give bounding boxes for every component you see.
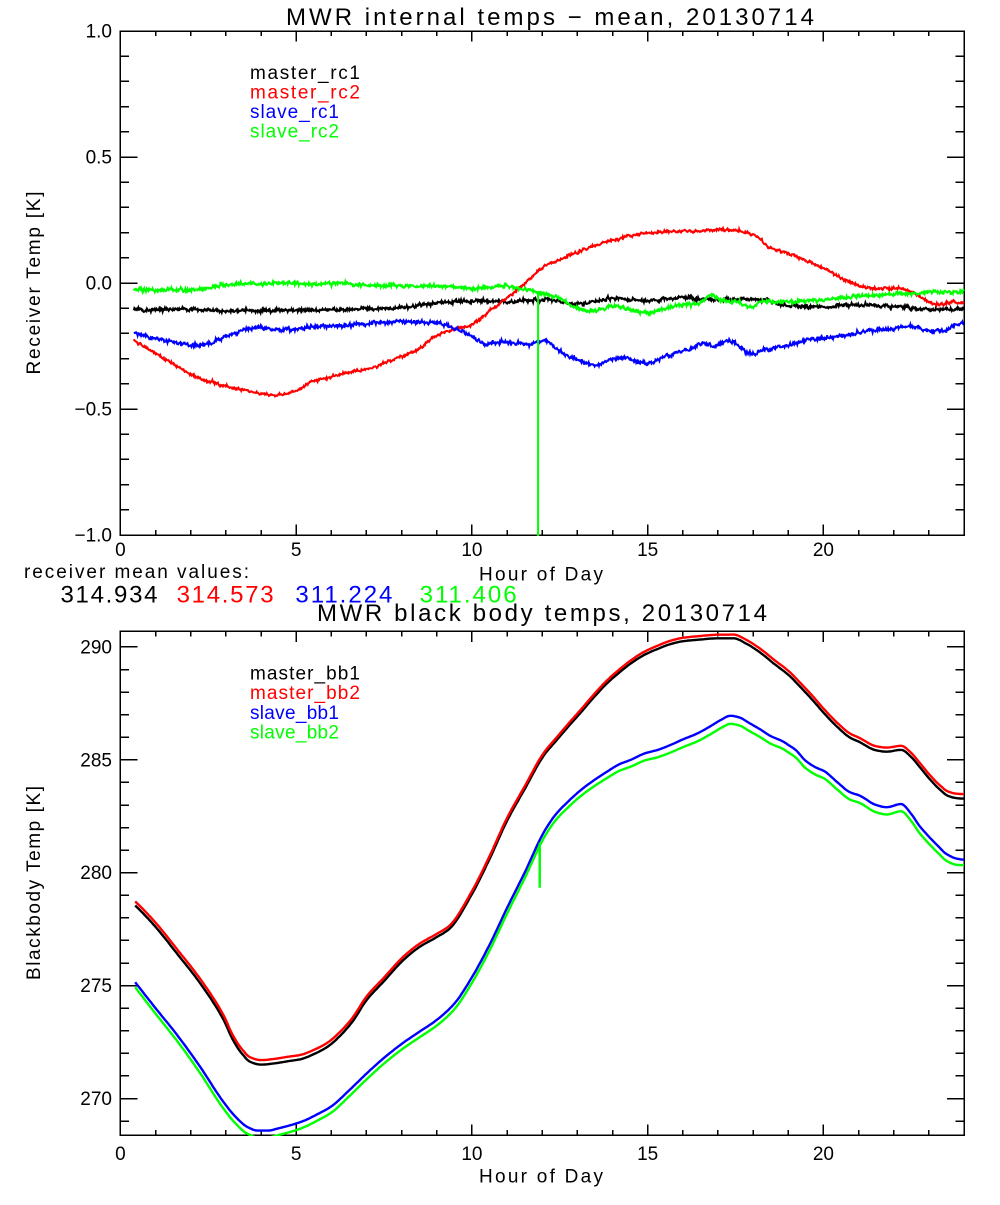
svg-text:Hour of Day: Hour of Day (479, 565, 604, 586)
svg-text:314.573: 314.573 (177, 582, 274, 609)
svg-text:0.5: 0.5 (86, 148, 112, 169)
svg-text:0: 0 (115, 1144, 126, 1165)
svg-text:270: 270 (80, 1089, 112, 1110)
svg-text:15: 15 (637, 540, 658, 561)
svg-text:master_bb1: master_bb1 (250, 664, 360, 685)
svg-text:−1.0: −1.0 (74, 526, 112, 547)
svg-text:290: 290 (80, 637, 112, 658)
svg-text:slave_rc2: slave_rc2 (250, 122, 339, 143)
svg-text:Receiver Temp [K]: Receiver Temp [K] (24, 192, 45, 375)
svg-text:15: 15 (637, 1144, 658, 1165)
svg-text:1.0: 1.0 (86, 22, 112, 43)
svg-text:275: 275 (80, 976, 112, 997)
svg-text:0: 0 (115, 540, 126, 561)
svg-text:20: 20 (813, 540, 834, 561)
svg-text:5: 5 (291, 1144, 302, 1165)
svg-text:311.406: 311.406 (420, 582, 517, 609)
svg-text:10: 10 (461, 540, 482, 561)
svg-text:314.934: 314.934 (61, 582, 158, 609)
svg-text:slave_rc1: slave_rc1 (250, 102, 339, 123)
svg-text:master_rc2: master_rc2 (250, 83, 360, 104)
svg-text:20: 20 (813, 1144, 834, 1165)
svg-text:0.0: 0.0 (86, 274, 112, 295)
svg-text:receiver mean values:: receiver mean values: (24, 562, 249, 583)
svg-text:slave_bb1: slave_bb1 (250, 703, 339, 724)
svg-text:Hour of Day: Hour of Day (479, 1167, 604, 1188)
svg-text:master_rc1: master_rc1 (250, 63, 360, 84)
svg-text:285: 285 (80, 750, 112, 771)
svg-text:311.224: 311.224 (295, 582, 392, 609)
svg-text:slave_bb2: slave_bb2 (250, 722, 339, 743)
svg-text:MWR internal temps − mean, 201: MWR internal temps − mean, 20130714 (286, 4, 814, 31)
svg-text:280: 280 (80, 863, 112, 884)
svg-text:master_bb2: master_bb2 (250, 683, 360, 704)
svg-text:10: 10 (461, 1144, 482, 1165)
svg-text:5: 5 (291, 540, 302, 561)
svg-text:Blackbody Temp [K]: Blackbody Temp [K] (24, 786, 45, 980)
svg-text:−0.5: −0.5 (74, 400, 112, 421)
